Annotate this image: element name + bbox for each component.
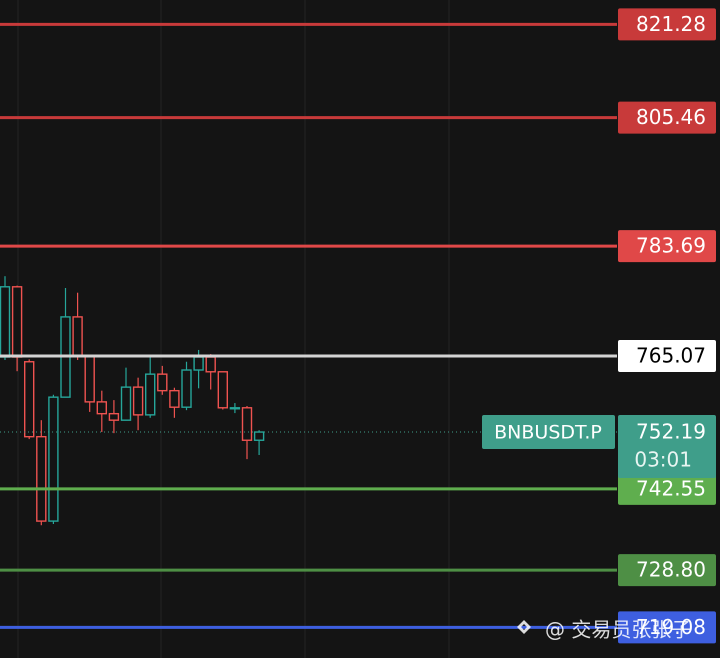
level-label-box [618, 611, 716, 644]
candle-body [96, 401, 108, 415]
candle-body [253, 431, 265, 441]
candle-body [169, 389, 180, 408]
candle-body [193, 356, 204, 371]
countdown-label: 03:01 [634, 448, 692, 472]
level-label: 805.46 [636, 105, 706, 129]
level-label: 728.80 [636, 558, 706, 582]
level-label: 783.69 [636, 234, 706, 258]
level-lines [0, 22, 617, 629]
level-label-box [618, 8, 716, 41]
level-label-box [618, 101, 716, 134]
candle-body [84, 354, 95, 403]
level-label: 719.08 [636, 615, 706, 639]
level-label: 765.07 [636, 344, 706, 368]
current-price-label: 752.19 [636, 420, 706, 444]
candle-body [205, 356, 216, 373]
candle-body [181, 369, 192, 408]
candle-body [24, 361, 35, 438]
candle-body [48, 396, 59, 522]
candles [0, 276, 265, 526]
candle-body [36, 435, 47, 522]
level-label-box [618, 230, 716, 263]
level-label-box [618, 472, 716, 505]
level-label-box [618, 340, 716, 373]
candle-body [72, 316, 83, 356]
watermark-icon [517, 620, 531, 634]
watermark: @ 交易员张张子 [517, 618, 691, 642]
candle-body [120, 386, 132, 421]
candle-body [108, 412, 120, 421]
candle-body [229, 407, 241, 410]
candle-body [217, 371, 229, 409]
candle-body [144, 373, 156, 416]
symbol-label: BNBUSDT.P [494, 422, 602, 444]
candle-body [0, 286, 11, 358]
symbol-box [482, 415, 615, 450]
level-label-box [618, 554, 716, 587]
level-label: 742.55 [636, 476, 706, 500]
candle-body [132, 386, 144, 416]
current-price-box [618, 415, 716, 479]
candle-body [241, 407, 253, 441]
watermark-text: @ 交易员张张子 [545, 618, 691, 642]
candle-body [157, 373, 168, 392]
level-labels: 821.28 805.46 783.69 765.07 742.55 728.80 719.… [482, 8, 716, 644]
level-label: 821.28 [636, 12, 706, 36]
candle-body [11, 286, 23, 358]
